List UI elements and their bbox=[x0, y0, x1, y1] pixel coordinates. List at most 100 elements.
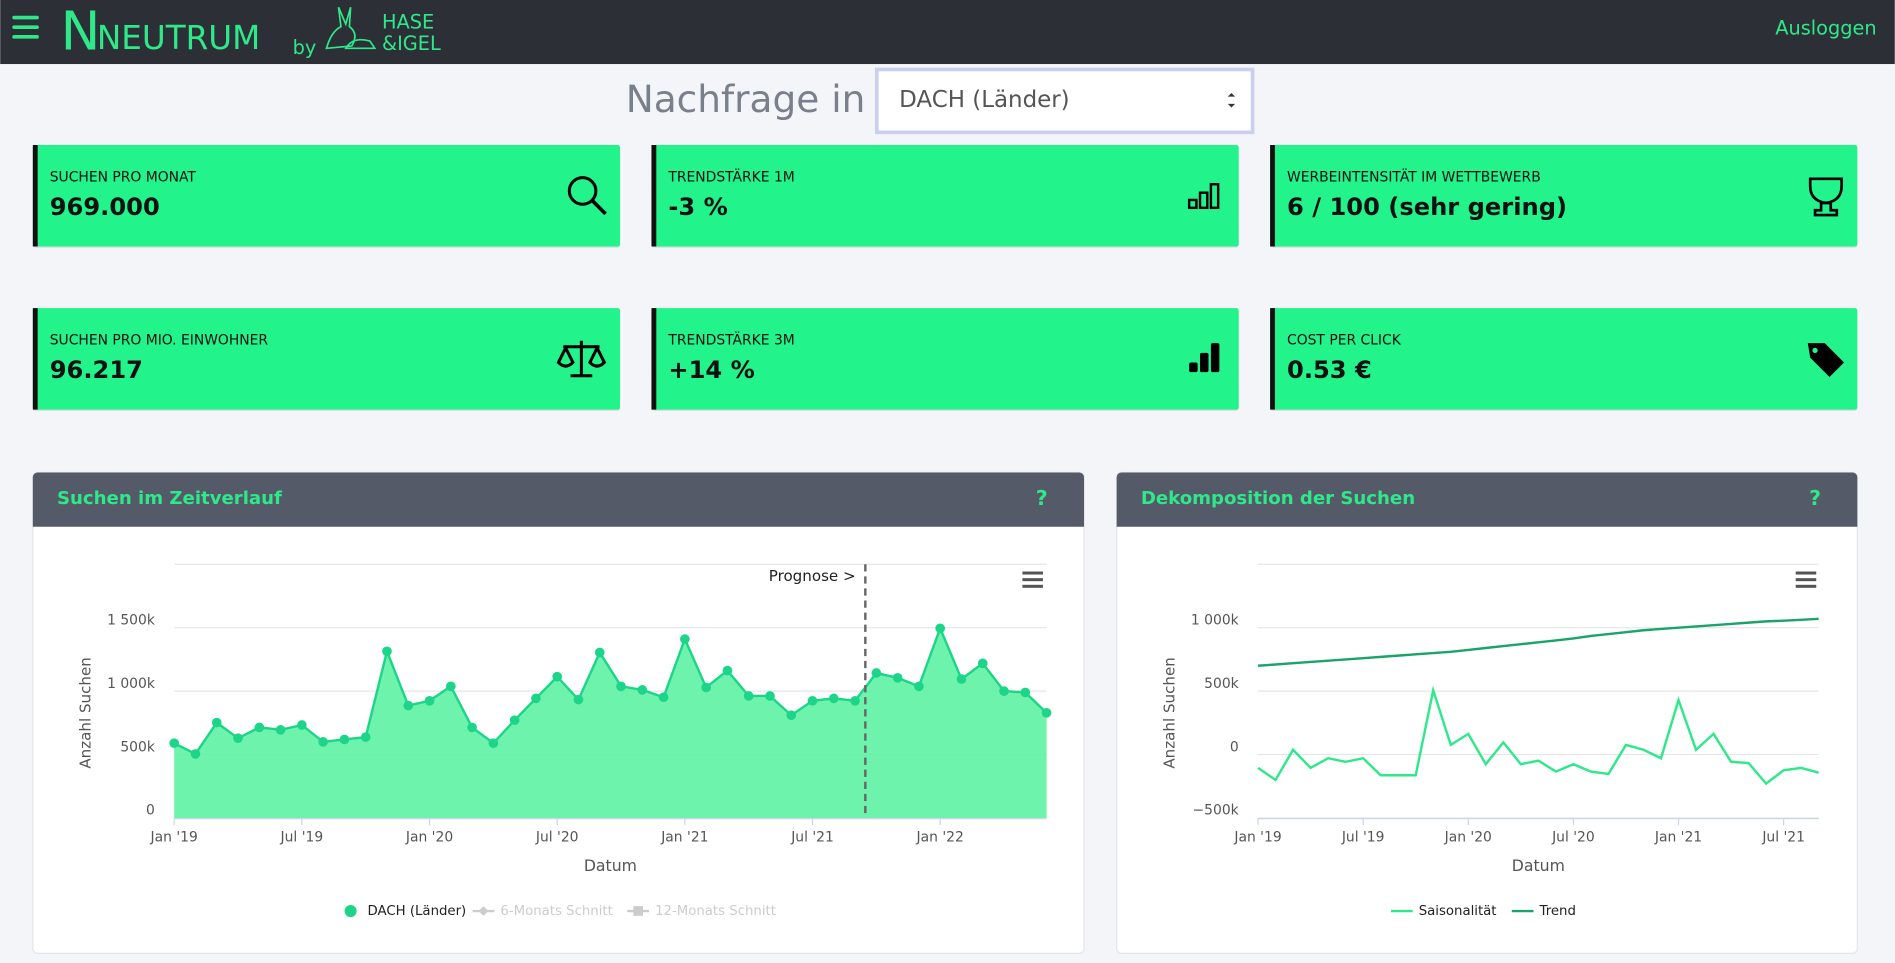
data-point bbox=[339, 734, 350, 745]
x-tick-label: Jan '22 bbox=[916, 829, 964, 845]
card-value: 96.217 bbox=[50, 356, 143, 384]
select-caret bbox=[1227, 93, 1236, 108]
data-point bbox=[807, 695, 818, 706]
kpi-card: SUCHEN PRO MONAT 969.000 bbox=[32, 144, 621, 248]
data-point bbox=[211, 717, 222, 728]
brand: NEUTRUM bbox=[97, 19, 260, 57]
icon bbox=[1808, 177, 1843, 217]
data-point bbox=[488, 738, 499, 748]
data-point bbox=[445, 681, 456, 692]
data-point bbox=[1041, 707, 1052, 718]
legend-label: 12-Monats Schnitt bbox=[655, 904, 776, 919]
card-value: 6 / 100 (sehr gering) bbox=[1287, 193, 1567, 221]
icon bbox=[1210, 343, 1220, 373]
data-point bbox=[743, 691, 754, 701]
logout-link[interactable]: Ausloggen bbox=[1775, 16, 1876, 39]
card-accent bbox=[1270, 144, 1275, 247]
card-value: 969.000 bbox=[50, 193, 160, 221]
help-button[interactable]: ? bbox=[1809, 486, 1821, 510]
partner-line: &IGEL bbox=[382, 32, 441, 55]
data-point bbox=[637, 685, 648, 695]
legend-item[interactable]: Saisonalität bbox=[1390, 904, 1497, 919]
x-tick-label: Jul '21 bbox=[790, 829, 834, 845]
chart-menu[interactable] bbox=[1022, 571, 1043, 588]
data-point bbox=[360, 732, 371, 742]
y-axis-title: Anzahl Suchen bbox=[1160, 657, 1178, 769]
panel: Dekomposition der Suchen ? bbox=[1116, 471, 1858, 954]
region-select-value: DACH (Länder) bbox=[899, 87, 1069, 113]
legend-marker bbox=[633, 906, 644, 916]
x-tick-label: Jan '19 bbox=[150, 829, 198, 845]
data-point bbox=[190, 749, 201, 759]
x-axis-title: Datum bbox=[584, 856, 637, 875]
data-point bbox=[297, 720, 307, 730]
data-point bbox=[1020, 687, 1031, 698]
icon bbox=[1189, 362, 1198, 373]
data-point bbox=[765, 691, 775, 701]
data-point bbox=[956, 674, 967, 684]
icon bbox=[590, 199, 607, 216]
legend-item[interactable]: DACH (Länder) bbox=[344, 904, 467, 919]
legend-label: Trend bbox=[1539, 904, 1576, 919]
forecast-annotation: Prognose > bbox=[769, 567, 856, 585]
data-point bbox=[722, 665, 733, 676]
card-value: 0.53 € bbox=[1287, 356, 1372, 384]
series-line bbox=[1257, 617, 1819, 667]
partner-line: HASE bbox=[382, 10, 434, 33]
kpi-card: SUCHEN PRO MIO. EINWOHNER 96.217 bbox=[32, 308, 621, 411]
data-point bbox=[977, 658, 988, 669]
x-tick-label: Jul '20 bbox=[1551, 829, 1595, 845]
panel-title: Dekomposition der Suchen bbox=[1141, 488, 1415, 509]
region-select[interactable] bbox=[875, 67, 1255, 135]
card-label: TRENDSTÄRKE 3M bbox=[667, 331, 794, 349]
card-accent bbox=[32, 308, 38, 410]
top-bar bbox=[0, 0, 1895, 65]
data-point bbox=[871, 668, 882, 678]
legend-marker bbox=[478, 906, 489, 916]
x-tick-label: Jan '21 bbox=[660, 829, 708, 845]
card-label: TRENDSTÄRKE 1M bbox=[667, 168, 794, 186]
legend-item[interactable]: 6-Monats Schnitt bbox=[472, 904, 613, 919]
chart-menu[interactable] bbox=[1795, 571, 1817, 588]
icon bbox=[556, 340, 607, 378]
x-tick-label: Jan '20 bbox=[1444, 829, 1492, 845]
data-point bbox=[403, 700, 414, 711]
y-tick-label: 0 bbox=[146, 803, 155, 819]
card-body bbox=[1270, 308, 1858, 410]
data-point bbox=[594, 647, 605, 658]
data-point bbox=[828, 693, 839, 704]
data-point bbox=[999, 686, 1009, 696]
data-point bbox=[850, 695, 860, 706]
help-button[interactable]: ? bbox=[1036, 486, 1048, 510]
card-label: SUCHEN PRO MIO. EINWOHNER bbox=[50, 333, 269, 349]
card-label: WERBEINTENSITÄT IM WETTBEWERB bbox=[1287, 168, 1541, 186]
legend-item[interactable]: 12-Monats Schnitt bbox=[627, 904, 776, 919]
legend-item[interactable]: Trend bbox=[1511, 904, 1576, 919]
data-point bbox=[616, 681, 626, 692]
x-axis-title: Datum bbox=[1512, 856, 1565, 875]
icon bbox=[1209, 183, 1220, 210]
chart: 0 500k 1 000k 1 500k Jan '19 Jul '19 Jan '20 Ju… bbox=[76, 563, 1052, 919]
card-body bbox=[1270, 144, 1858, 247]
kpi-card: TRENDSTÄRKE 1M -3 % bbox=[651, 144, 1239, 248]
kpi-card: COST PER CLICK 0.53 € bbox=[1270, 308, 1858, 411]
kpi-cards: SUCHEN PRO MONAT 969.000 TRENDSTÄRKE 1M -3 … bbox=[32, 144, 1858, 411]
data-point bbox=[275, 724, 286, 735]
card-accent bbox=[32, 144, 38, 247]
y-tick-label: 1 000k bbox=[107, 676, 155, 692]
y-axis-title: Anzahl Suchen bbox=[76, 657, 94, 769]
menu-icon[interactable] bbox=[12, 15, 39, 39]
data-point bbox=[892, 672, 903, 683]
data-point bbox=[914, 681, 924, 692]
data-point bbox=[318, 737, 328, 747]
card-body bbox=[32, 308, 621, 410]
data-point bbox=[573, 694, 584, 705]
card-label: COST PER CLICK bbox=[1287, 333, 1402, 349]
legend-marker bbox=[344, 905, 357, 918]
card-accent bbox=[651, 144, 657, 247]
card-value: +14 % bbox=[668, 356, 754, 384]
y-tick-label: 1 500k bbox=[107, 612, 155, 628]
brand-by: by bbox=[293, 36, 317, 59]
